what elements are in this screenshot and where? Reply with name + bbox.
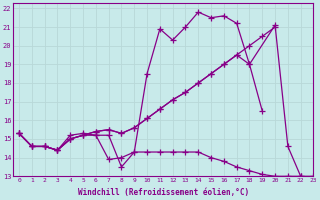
X-axis label: Windchill (Refroidissement éolien,°C): Windchill (Refroidissement éolien,°C): [77, 188, 249, 197]
